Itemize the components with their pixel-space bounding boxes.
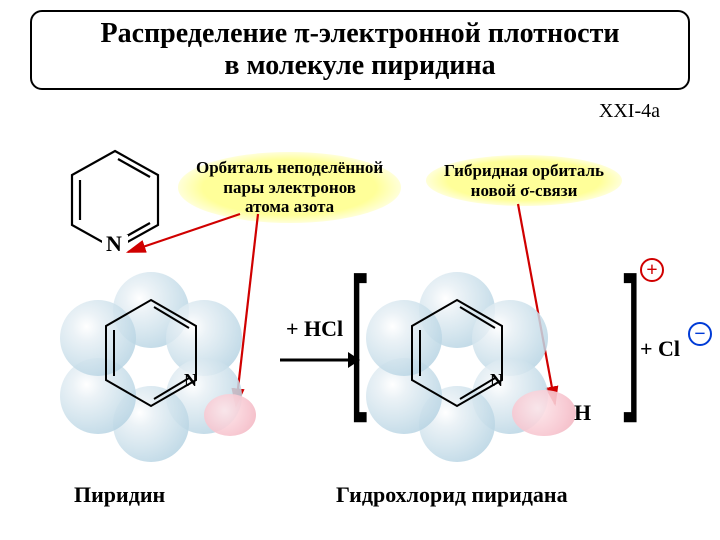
reagent-hcl: + HCl	[286, 316, 343, 342]
label-pyridine: Пиридин	[74, 482, 165, 508]
hydrogen-label: H	[574, 400, 591, 426]
pyridinium-orbital-model: N H	[352, 260, 612, 460]
title-box: Распределение π-электронной плотностив м…	[30, 10, 690, 90]
nitrogen-label: N	[106, 231, 122, 257]
nitrogen-label-mol2: N	[490, 370, 503, 391]
pyridine-orbital-model: N	[36, 260, 266, 460]
callout-hybrid-orbital: Гибридная орбитальновой σ-связи	[426, 155, 622, 206]
anion-charge-icon: −	[688, 322, 712, 346]
bracket-right: ]	[623, 242, 641, 426]
pyridine-structural-formula: N	[60, 145, 170, 260]
callout-lone-pair: Орбиталь неподелённойпары электроноватом…	[178, 152, 401, 223]
page-title: Распределение π-электронной плотностив м…	[101, 18, 620, 82]
nitrogen-label-mol1: N	[184, 370, 197, 391]
cation-charge-icon: +	[640, 258, 664, 282]
slide-code: XXI-4а	[599, 100, 660, 123]
chloride-label: + Cl	[640, 336, 680, 362]
label-hydrochloride: Гидрохлорид пиридана	[336, 482, 568, 508]
